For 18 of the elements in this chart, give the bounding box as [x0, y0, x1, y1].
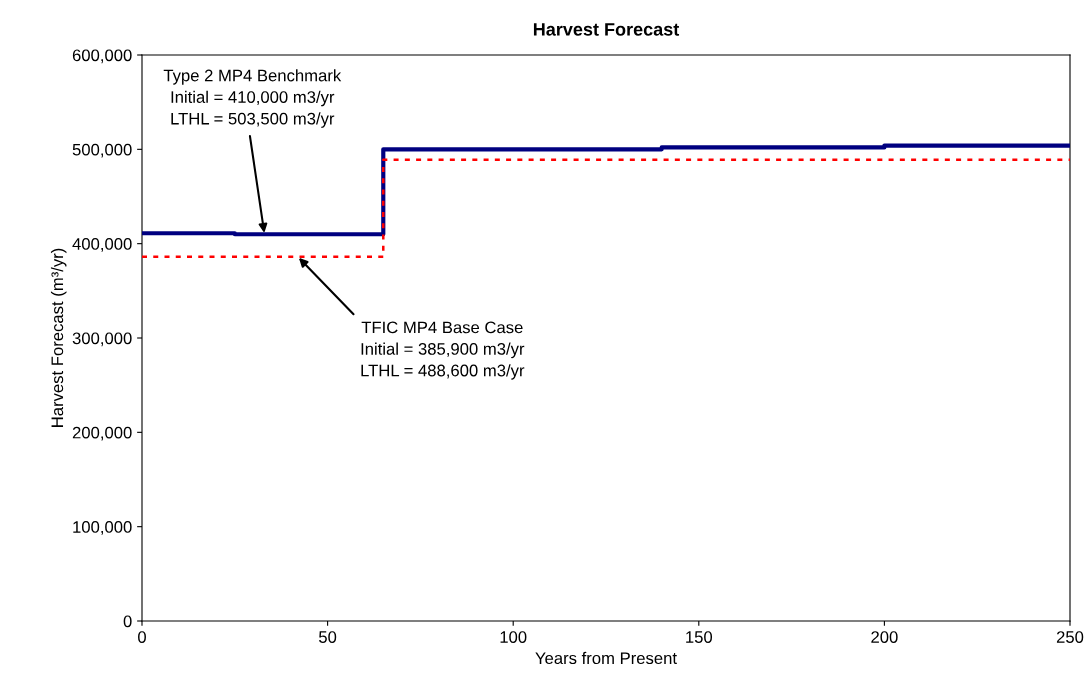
x-tick-label: 200: [871, 631, 898, 643]
y-tick-label: 200,000: [72, 426, 132, 441]
y-tick-label: 0: [123, 615, 132, 628]
x-tick-label: 100: [500, 631, 527, 643]
y-tick-label: 400,000: [72, 238, 132, 252]
chart-title: Harvest Forecast: [533, 23, 680, 36]
y-tick-label: 600,000: [72, 49, 132, 64]
x-tick-label: 50: [319, 631, 337, 643]
y-tick-label: 500,000: [72, 143, 132, 158]
y-axis-title: Harvest Forecast (m³/yr): [50, 248, 67, 427]
x-axis-title: Years from Present: [535, 651, 677, 665]
x-tick-label: 0: [138, 631, 146, 643]
x-tick-label: 150: [686, 631, 713, 643]
x-tick-label: 250: [1056, 631, 1084, 643]
annotation: Type 2 MP4 Benchmark Initial = 410,000 m3/yr LTHL = 503,500 m3/yr: [163, 69, 342, 128]
annotation: TFIC MP4 Base Case Initial = 385,900 m3/yr LTHL = 488,600 m3/yr: [361, 321, 525, 380]
y-tick-label: 300,000: [72, 332, 132, 347]
y-tick-label: 100,000: [73, 521, 132, 535]
